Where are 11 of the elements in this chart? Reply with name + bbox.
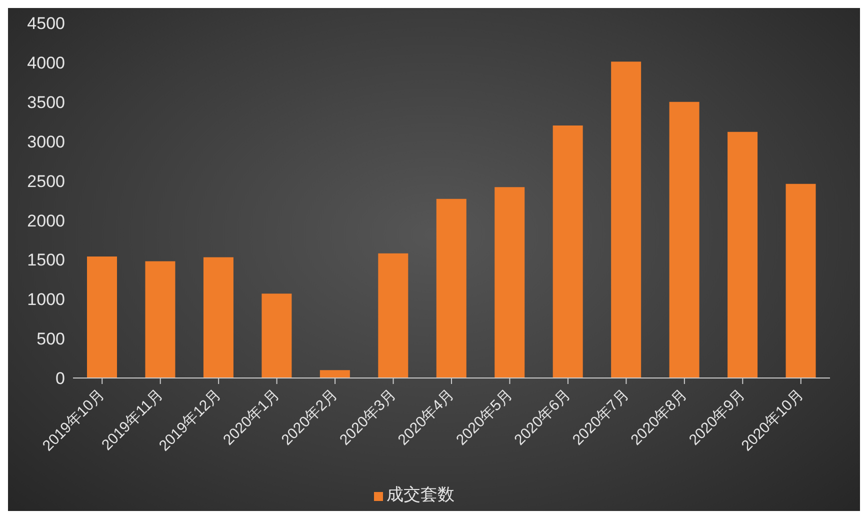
y-tick-label: 2000 <box>27 211 65 230</box>
y-tick-label: 4500 <box>27 14 65 34</box>
y-tick-label: 1500 <box>27 250 65 270</box>
y-tick-label: 3500 <box>27 92 65 112</box>
y-tick-label: 500 <box>36 330 65 349</box>
y-tick-label: 4000 <box>27 53 65 72</box>
y-tick-label: 2500 <box>27 172 65 191</box>
y-tick-label: 1000 <box>27 290 65 310</box>
y-tick-label: 3000 <box>27 132 65 152</box>
y-tick-label: 0 <box>56 369 65 388</box>
legend-label: 成交套数 <box>386 485 454 504</box>
